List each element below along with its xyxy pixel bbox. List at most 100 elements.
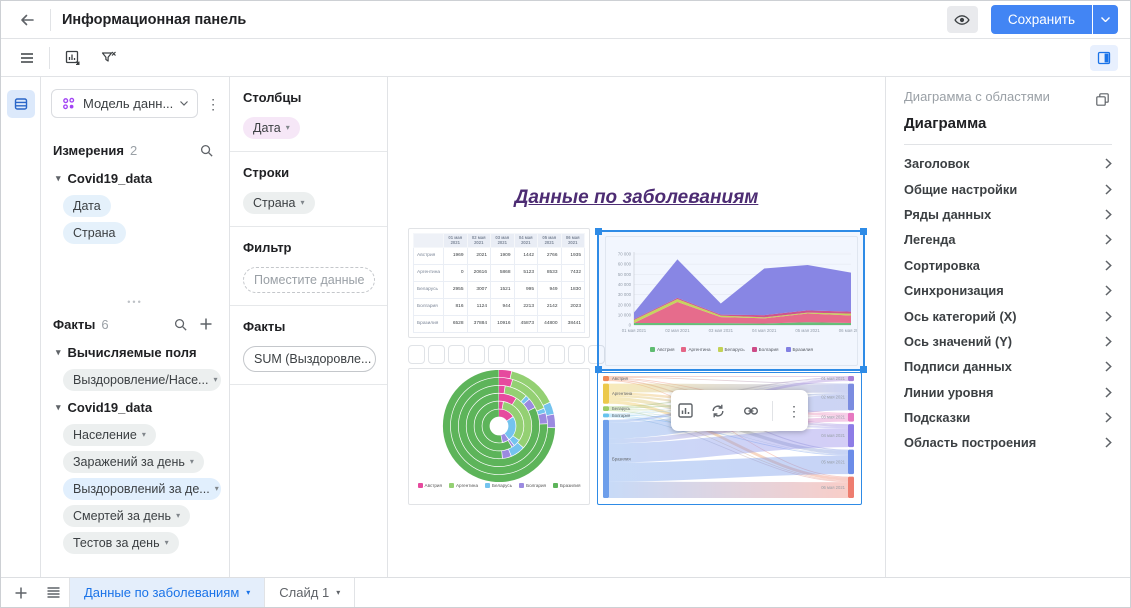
svg-text:Бразилия: Бразилия [612, 456, 631, 461]
settings-item[interactable]: Подсказки [886, 405, 1130, 430]
field-chip[interactable]: Выздоровлений за де... ▾ [63, 477, 221, 500]
settings-list: Заголовок Общие настройки Ряды данных Леген… [886, 151, 1130, 456]
rows-chip[interactable]: Страна ▾ [243, 192, 315, 214]
field-chip[interactable]: Население ▾ [63, 423, 156, 446]
table-row: Беларусь 2955 3007 1521 995 949 1830 [413, 280, 585, 299]
change-chart-type-button[interactable] [671, 397, 699, 425]
slide-tab[interactable]: Данные по заболеваниям ▾ [69, 578, 266, 607]
panel-splitter[interactable]: ••• [127, 297, 143, 307]
dimensions-header: Измерения 2 [41, 140, 229, 160]
facts-search-button[interactable] [170, 314, 190, 334]
slide-title-text-widget[interactable]: Данные по заболеваниям [514, 187, 759, 208]
empty-slot[interactable] [428, 345, 445, 364]
link-button[interactable] [737, 397, 765, 425]
empty-slot[interactable] [528, 345, 545, 364]
pivot-table-widget[interactable]: 01 мая 2021 02 мая 2021 03 мая 2021 04 мая … [408, 228, 590, 338]
settings-item[interactable]: Подписи данных [886, 354, 1130, 379]
field-chip[interactable]: Смертей за день ▾ [63, 504, 191, 527]
field-group-header[interactable]: ▾ Covid19_data [41, 393, 229, 421]
empty-slot-row [408, 345, 625, 364]
field-chip[interactable]: Заражений за день ▾ [63, 450, 204, 473]
area-chart-legend: Австрия Аргентина Беларусь Болгария Бразилия [606, 347, 857, 352]
settings-item[interactable]: Ось категорий (X) [886, 303, 1130, 328]
settings-item[interactable]: Синхронизация [886, 278, 1130, 303]
legend-label: Беларусь [492, 483, 513, 488]
chevron-down-icon [1101, 17, 1110, 22]
resize-handle-top-left[interactable] [595, 228, 602, 235]
panel-right-icon [1097, 51, 1111, 64]
settings-item[interactable]: Заголовок [886, 151, 1130, 176]
dashboard-canvas[interactable]: Данные по заболеваниям 01 мая 2021 02 мая… [388, 77, 885, 577]
legend-item: Аргентина [448, 483, 479, 488]
legend-item: Беларусь [485, 483, 512, 488]
legend-label: Аргентина [455, 483, 479, 488]
empty-slot[interactable] [508, 345, 525, 364]
resize-handle-bottom-left[interactable] [595, 366, 602, 373]
save-button[interactable]: Сохранить [990, 5, 1092, 34]
back-button[interactable] [13, 6, 41, 34]
save-dropdown-button[interactable] [1093, 5, 1118, 34]
settings-item[interactable]: Сортировка [886, 253, 1130, 278]
field-chip-label: Дата [73, 198, 101, 213]
empty-slot[interactable] [588, 345, 605, 364]
table-cell: 1830 [560, 280, 585, 299]
legend-item: Болгария [519, 483, 546, 488]
empty-slot[interactable] [408, 345, 425, 364]
table-cell: 1969 [443, 246, 468, 265]
add-widget-button[interactable] [58, 44, 86, 72]
field-chip[interactable]: Страна [63, 221, 126, 244]
empty-slot[interactable] [448, 345, 465, 364]
clear-filter-button[interactable] [94, 44, 122, 72]
add-fact-button[interactable] [196, 314, 216, 334]
canvas-toolbar [1, 39, 1130, 77]
empty-slot[interactable] [568, 345, 585, 364]
model-menu-button[interactable]: ⋮ [201, 90, 225, 118]
settings-item[interactable]: Ось значений (Y) [886, 329, 1130, 354]
slide-tabs: Данные по заболеваниям ▾ Слайд 1 ▾ [69, 578, 356, 607]
radial-rings-widget[interactable]: Австрия Аргентина Беларусь Болгария Бразилия [408, 368, 590, 505]
field-chip[interactable]: Тестов за день ▾ [63, 531, 179, 554]
field-group-header[interactable]: ▾ Covid19_data [41, 164, 229, 192]
empty-slot[interactable] [468, 345, 485, 364]
settings-item[interactable]: Линии уровня [886, 380, 1130, 405]
toggle-settings-panel-button[interactable] [1090, 44, 1118, 71]
dimensions-search-button[interactable] [196, 140, 216, 160]
empty-slot[interactable] [488, 345, 505, 364]
field-chip[interactable]: Выздоровление/Насе... ▾ [63, 368, 221, 391]
resize-handle-bottom-right[interactable] [860, 366, 867, 373]
duplicate-widget-button[interactable] [1092, 89, 1112, 109]
more-options-button[interactable]: ⋮ [780, 397, 808, 425]
columns-chip[interactable]: Дата ▾ [243, 117, 300, 139]
data-model-rail-button[interactable] [6, 90, 35, 118]
area-chart-widget[interactable]: 0 10 000 20 000 30 000 40 000 50 000 60 000 70 … [605, 236, 858, 366]
preview-button[interactable] [946, 6, 978, 33]
field-chip[interactable]: Дата [63, 194, 111, 217]
table-cell: 8533 [537, 263, 562, 282]
dimensions-title: Измерения [53, 142, 124, 158]
refresh-button[interactable] [704, 397, 732, 425]
settings-item[interactable]: Область построения [886, 430, 1130, 455]
table-row: Аргентина 0 20616 5868 5123 8533 7432 [413, 263, 585, 282]
add-slide-button[interactable] [5, 578, 37, 607]
field-chip-label: Выздоровлений за де... [73, 481, 210, 496]
data-model-select[interactable]: Модель данн... [51, 89, 199, 118]
filter-dropzone[interactable]: Поместите данные [243, 267, 376, 293]
settings-item[interactable]: Ряды данных [886, 202, 1130, 227]
field-group-header[interactable]: ▾ Вычисляемые поля [41, 338, 229, 366]
table-column-header: 03 мая 2021 [490, 233, 515, 248]
facts-aggregation-chip[interactable]: SUM (Выздоровле...▾ [243, 346, 376, 372]
chevron-down-icon: ▾ [189, 456, 194, 466]
slide-tab[interactable]: Слайд 1 ▾ [265, 578, 356, 607]
main-area: Модель данн... ⋮ Измерения 2 ▾ Covid19_da… [1, 77, 1130, 577]
search-icon [174, 318, 187, 331]
left-rail [1, 77, 41, 577]
settings-item[interactable]: Общие настройки [886, 176, 1130, 201]
resize-handle-top-right[interactable] [860, 228, 867, 235]
slide-list-button[interactable] [37, 578, 69, 607]
menu-button[interactable] [13, 44, 41, 72]
settings-item-label: Заголовок [904, 156, 970, 172]
settings-item-label: Сортировка [904, 257, 980, 273]
model-selector-row: Модель данн... ⋮ [41, 89, 229, 118]
settings-item[interactable]: Легенда [886, 227, 1130, 252]
empty-slot[interactable] [548, 345, 565, 364]
